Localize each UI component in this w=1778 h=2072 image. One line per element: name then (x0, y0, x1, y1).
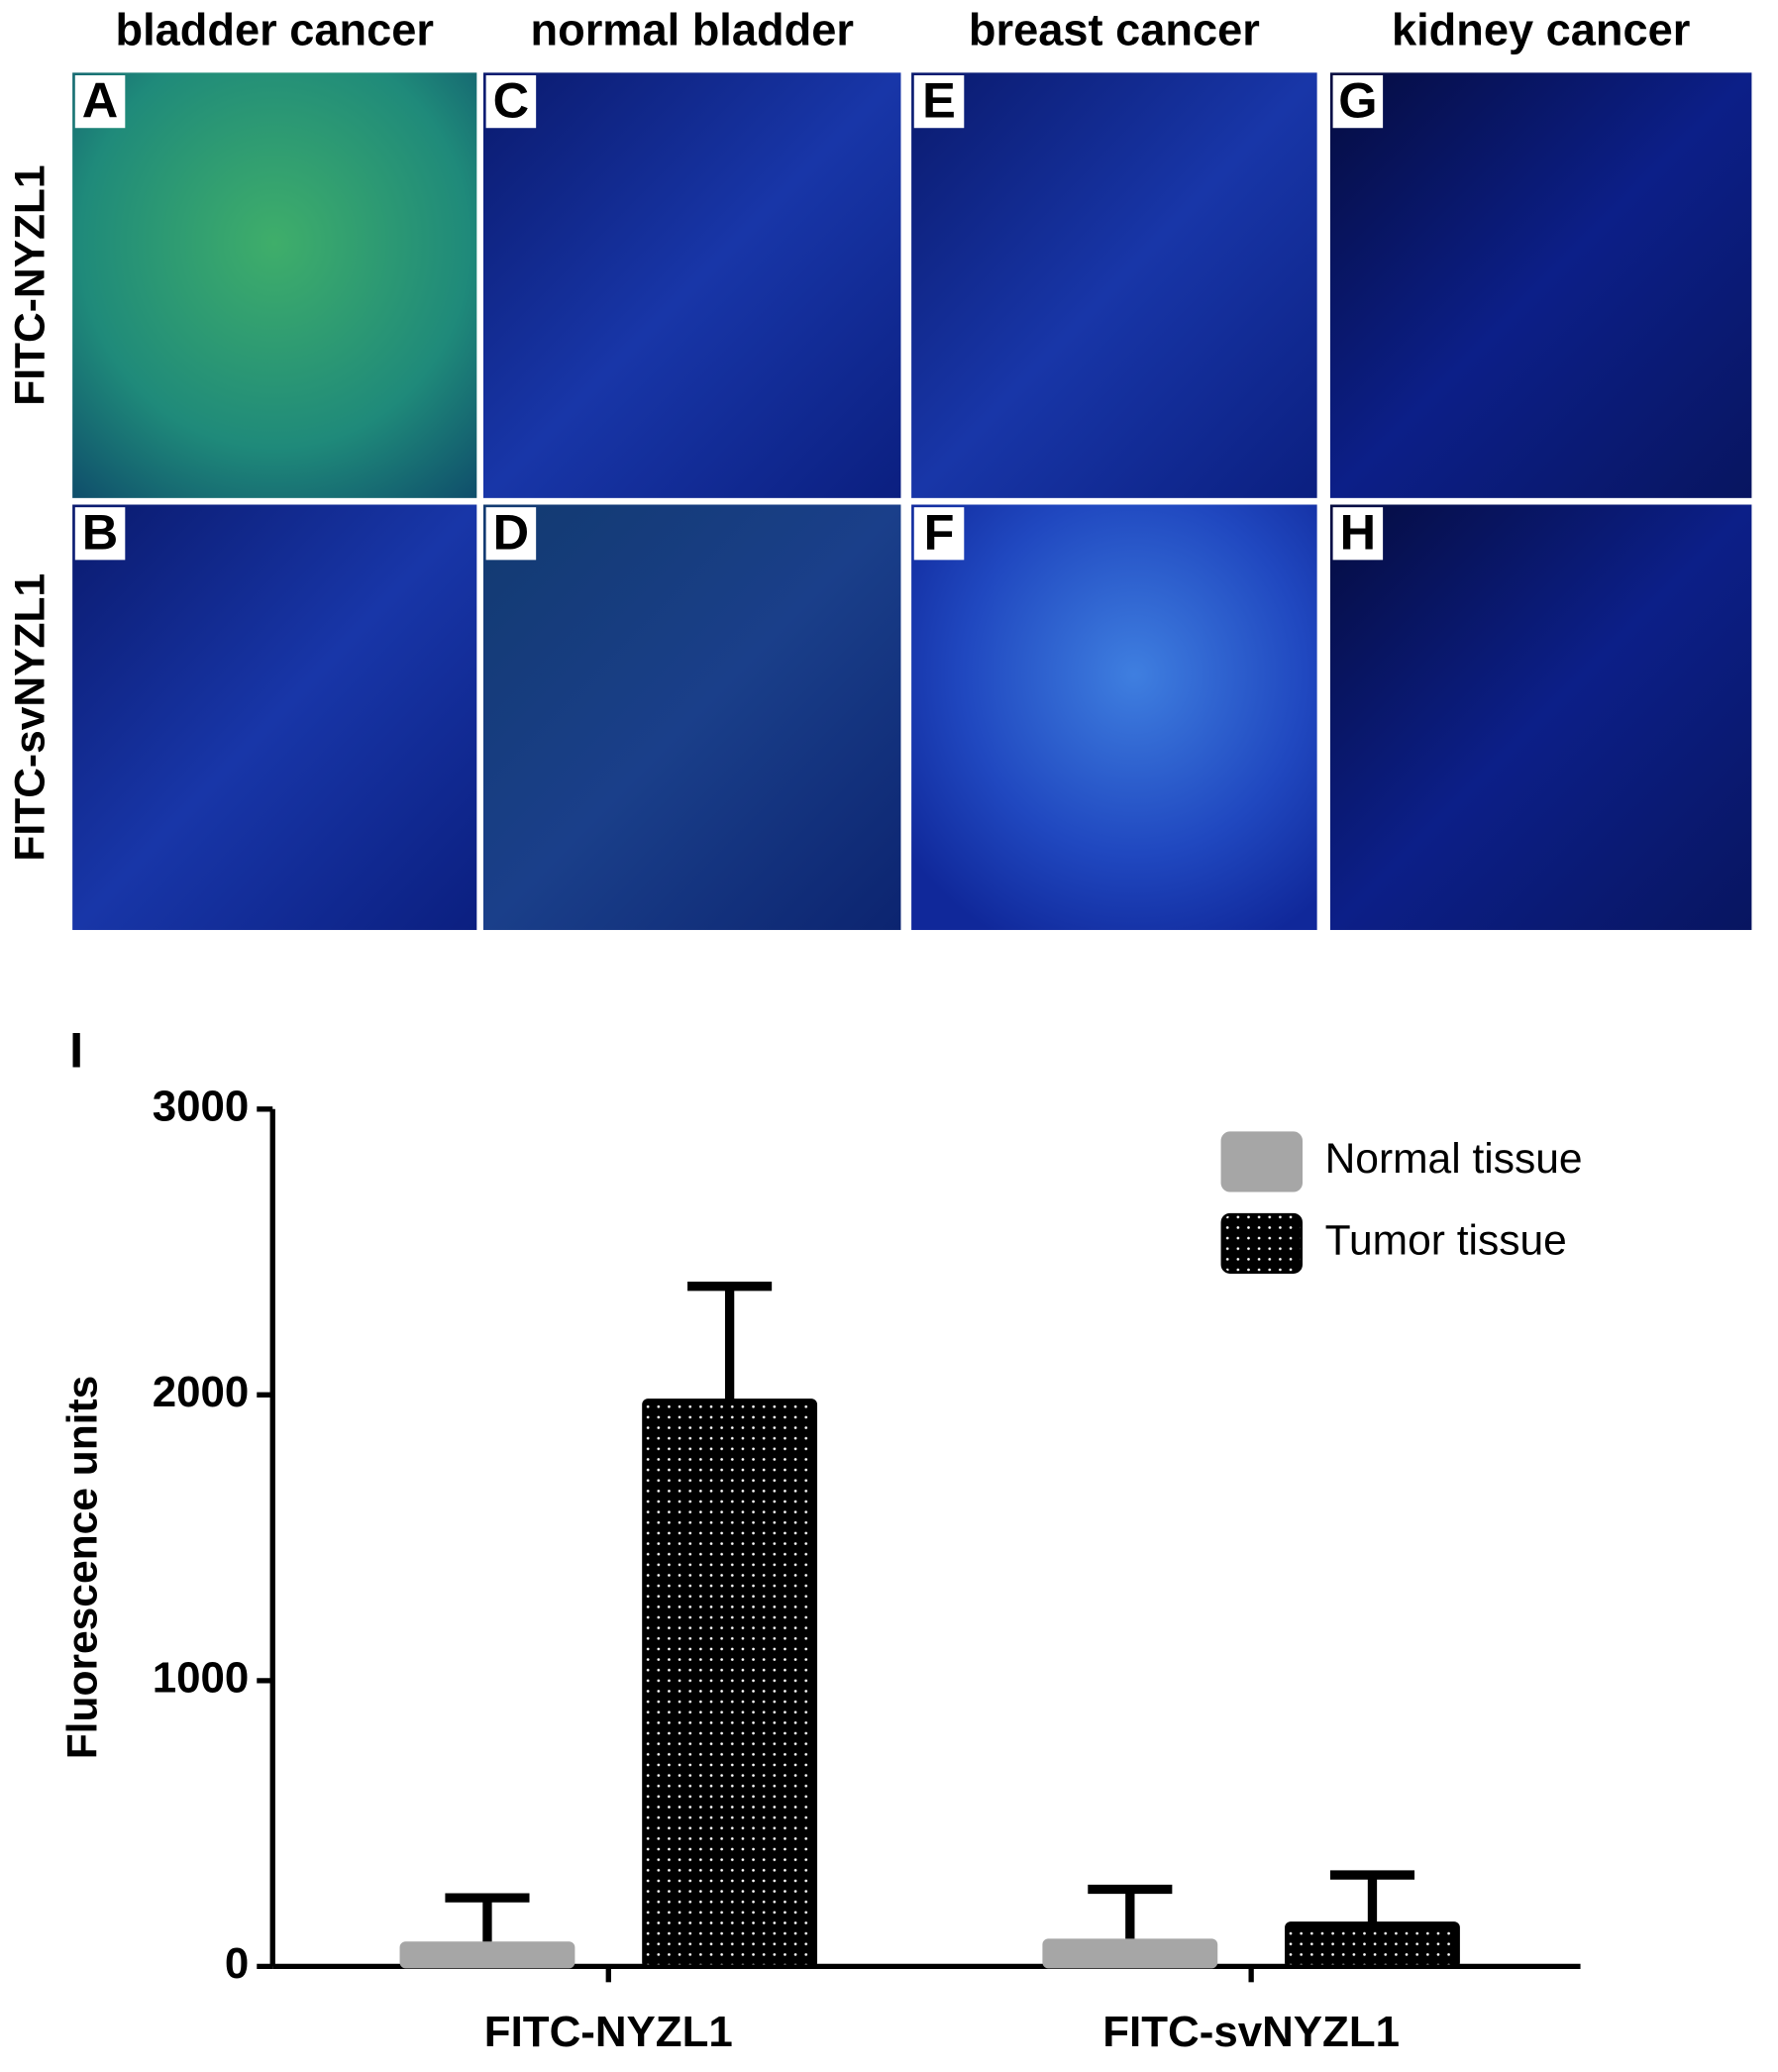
row-label: FITC-svNYZL1 (6, 573, 53, 862)
legend-swatch (1220, 1131, 1304, 1192)
bar (642, 1399, 818, 1969)
column-header: normal bladder (531, 4, 854, 54)
row-label: FITC-NYZL1 (6, 164, 53, 405)
micrograph (1329, 504, 1752, 930)
panel-letter-box (913, 75, 965, 129)
y-tick-label: 2000 (153, 1368, 250, 1416)
panel-letter: C (493, 72, 529, 129)
bar (1285, 1921, 1460, 1969)
panel-letter: H (1340, 504, 1376, 561)
panel-letter: E (922, 72, 956, 129)
micrograph (911, 72, 1317, 498)
legend-label: Normal tissue (1325, 1135, 1583, 1183)
panel-letter-box (1332, 75, 1384, 129)
y-tick-label: 1000 (153, 1653, 250, 1702)
panel-letter: B (82, 504, 118, 561)
y-tick-label: 3000 (153, 1082, 250, 1130)
panel-letter: D (493, 504, 529, 561)
panel-letter-box (74, 75, 126, 129)
x-tick-label: FITC-svNYZL1 (1102, 2008, 1400, 2056)
bar (399, 1941, 575, 1969)
panel-letter-box (485, 507, 537, 561)
panel-letter-box (74, 507, 126, 561)
column-header: bladder cancer (115, 4, 433, 54)
column-header: breast cancer (969, 4, 1260, 54)
panel-letter: I (69, 1021, 83, 1078)
micrograph (72, 504, 477, 930)
micrograph (482, 72, 901, 498)
panel-letter-box (913, 507, 965, 561)
panel-letter: G (1338, 72, 1377, 129)
y-tick-label: 0 (225, 1939, 249, 1988)
panel-letter: F (924, 504, 955, 561)
micrograph (1329, 72, 1752, 498)
y-axis-label: Fluorescence units (59, 1376, 107, 1760)
column-header: kidney cancer (1392, 4, 1690, 54)
x-tick-label: FITC-NYZL1 (484, 2008, 733, 2056)
micrograph (911, 504, 1317, 930)
legend-label: Tumor tissue (1325, 1217, 1567, 1265)
legend-swatch (1220, 1212, 1304, 1274)
panel-letter: A (82, 72, 118, 129)
micrograph (72, 72, 477, 498)
micrographs (72, 72, 1752, 930)
panel-letter-box (1332, 507, 1384, 561)
bar (1042, 1938, 1218, 1969)
panel-letter-box (485, 75, 537, 129)
micrograph (482, 504, 901, 930)
